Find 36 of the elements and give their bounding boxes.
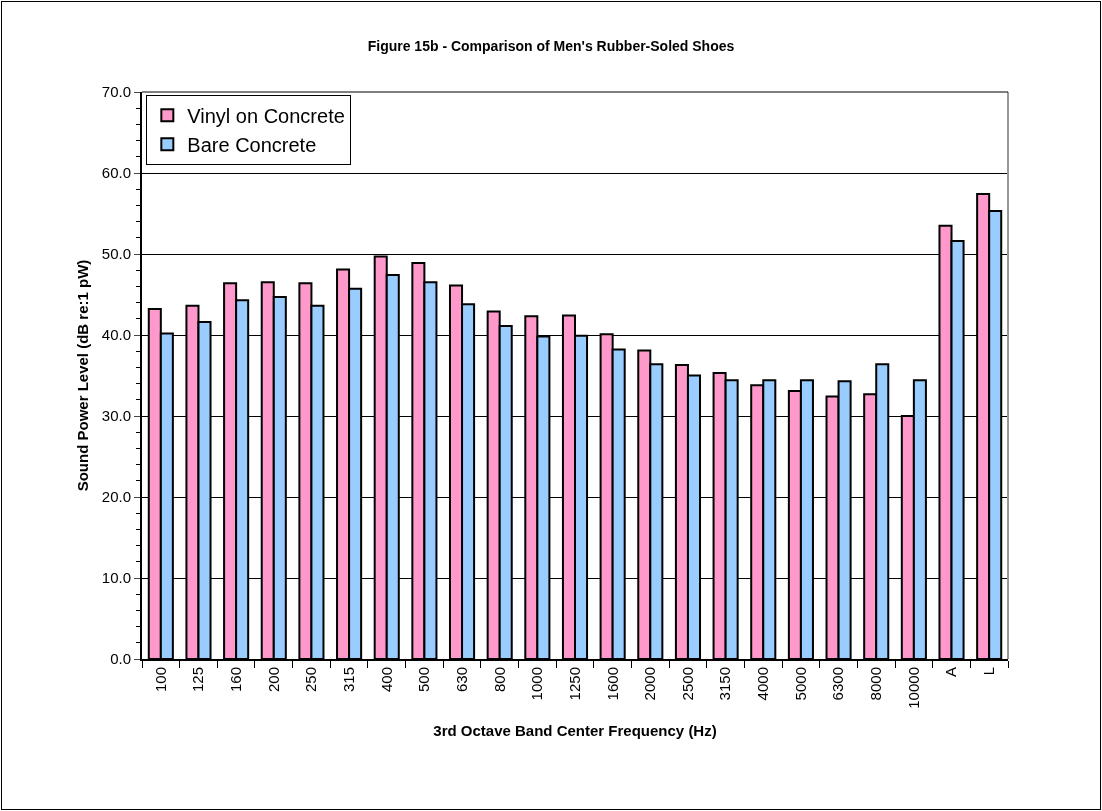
x-tick-label: 250 bbox=[302, 667, 320, 693]
x-tick-label: 8000 bbox=[867, 667, 885, 701]
y-tick-label: 70.0 bbox=[101, 83, 131, 101]
x-tick-label: 400 bbox=[377, 667, 395, 693]
x-tick-label: 1000 bbox=[528, 667, 546, 701]
x-tick-label: 200 bbox=[264, 667, 282, 693]
x-tick-label: 630 bbox=[452, 667, 470, 693]
y-tick-label: 20.0 bbox=[101, 488, 131, 506]
x-tick-label: 160 bbox=[227, 667, 245, 693]
x-tick-label: 315 bbox=[339, 667, 357, 693]
x-tick-label: 3150 bbox=[716, 667, 734, 701]
x-tick-label: L bbox=[980, 667, 998, 676]
y-tick-label: 40.0 bbox=[101, 326, 131, 344]
chart-title: Figure 15b - Comparison of Men's Rubber-Soled Shoes bbox=[367, 38, 735, 55]
x-tick-label: 1250 bbox=[565, 667, 583, 701]
x-tick-label: 2500 bbox=[678, 667, 696, 701]
y-tick-label: 10.0 bbox=[101, 569, 131, 587]
y-axis-title: Sound Power Level (dB re:1 pW) bbox=[73, 259, 91, 492]
x-tick-label: 500 bbox=[415, 667, 433, 693]
x-tick-label: 2000 bbox=[641, 667, 659, 701]
x-tick-label: 800 bbox=[490, 667, 508, 693]
x-tick-label: 4000 bbox=[754, 667, 772, 701]
x-tick-label: 10000 bbox=[904, 667, 922, 709]
y-tick-label: 60.0 bbox=[101, 164, 131, 182]
x-tick-label: 6300 bbox=[829, 667, 847, 701]
y-tick-label: 0.0 bbox=[110, 650, 131, 668]
legend-label: Bare Concrete bbox=[187, 134, 317, 157]
x-tick-label: 5000 bbox=[791, 667, 809, 701]
y-tick-label: 30.0 bbox=[101, 407, 131, 425]
legend-label: Vinyl on Concrete bbox=[187, 105, 345, 128]
x-tick-label: A bbox=[942, 667, 960, 678]
x-tick-label: 100 bbox=[151, 667, 169, 693]
x-axis-title: 3rd Octave Band Center Frequency (Hz) bbox=[433, 722, 717, 740]
x-tick-label: 1600 bbox=[603, 667, 621, 701]
x-tick-label: 125 bbox=[189, 667, 207, 693]
y-tick-label: 50.0 bbox=[101, 245, 131, 263]
